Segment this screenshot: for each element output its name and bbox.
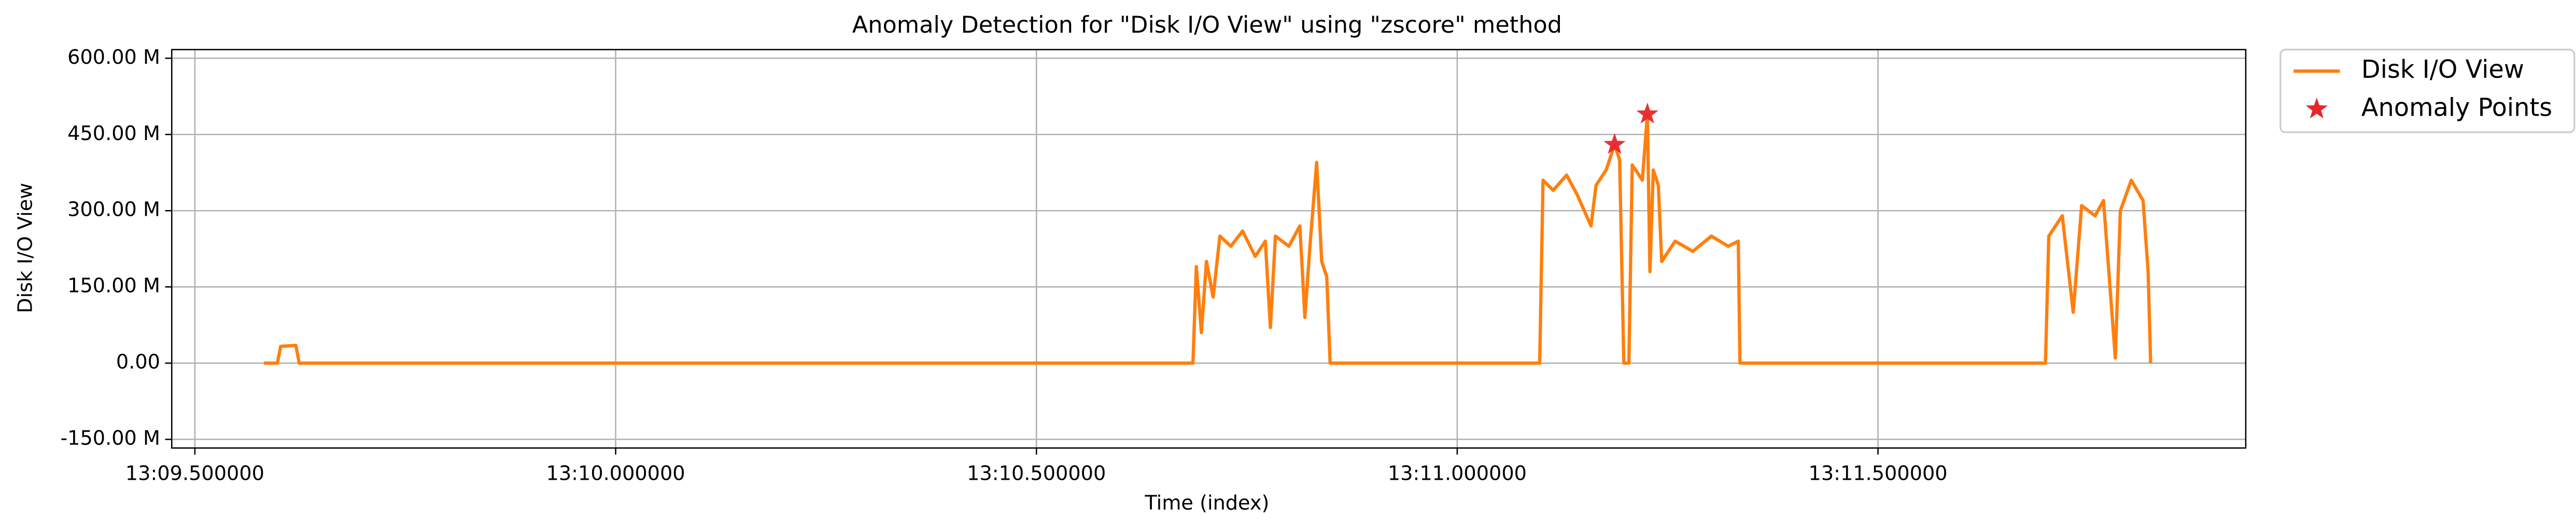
y-tick-label: 450.00 M [67, 122, 160, 145]
x-tick-label: 13:11.000000 [1388, 462, 1527, 485]
y-tick-label: 150.00 M [67, 275, 160, 298]
plot-frame [171, 49, 2247, 449]
x-tick-label: 13:10.500000 [967, 462, 1106, 485]
y-tick-label: 0.00 [116, 351, 160, 374]
y-tick-label: 300.00 M [67, 199, 160, 221]
x-axis-label: Time (index) [1144, 492, 1269, 515]
x-tick-label: 13:11.500000 [1809, 462, 1948, 485]
chart-title: Anomaly Detection for "Disk I/O View" us… [852, 11, 1562, 38]
legend-label: Disk I/O View [2361, 55, 2524, 84]
legend-symbol [2305, 98, 2328, 119]
legend-label: Anomaly Points [2361, 93, 2552, 122]
y-axis-label: Disk I/O View [14, 183, 37, 313]
anomaly-point [1636, 102, 1658, 124]
anomaly-point [1603, 133, 1626, 154]
x-tick-label: 13:10.000000 [546, 462, 685, 485]
data-line [264, 112, 2152, 365]
y-tick-label: 600.00 M [67, 46, 160, 69]
y-tick-label: -150.00 M [60, 427, 160, 450]
x-tick-label: 13:09.500000 [125, 462, 264, 485]
legend-box [2279, 49, 2575, 133]
